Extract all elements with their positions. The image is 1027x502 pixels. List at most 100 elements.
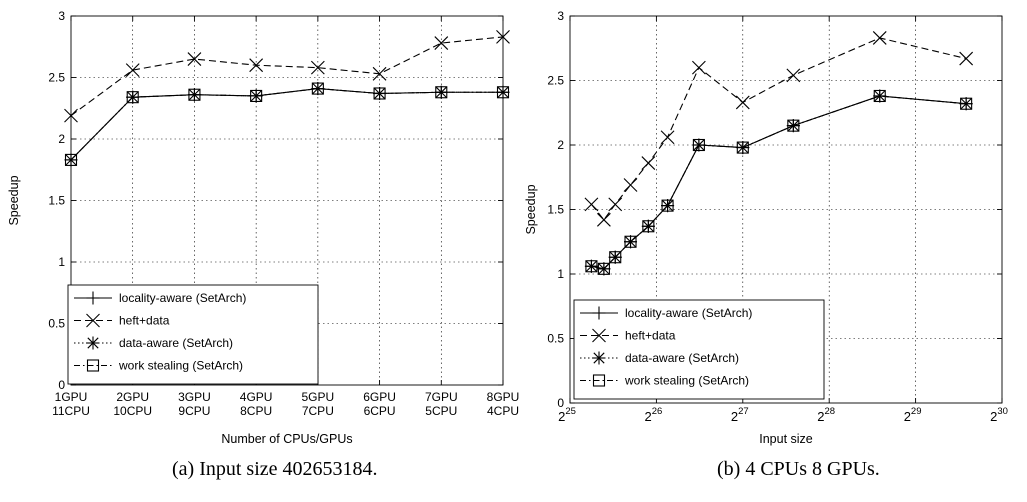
a-legend-label: data-aware (SetArch) xyxy=(119,336,233,350)
a-point-s1-stroke xyxy=(310,60,325,75)
b-point-s3-box xyxy=(609,251,622,264)
b-point-s3-box xyxy=(960,97,973,110)
b-point-s2 xyxy=(692,138,706,152)
b-point-s3 xyxy=(624,235,637,248)
b-point-s1-stroke xyxy=(692,60,706,75)
b-point-s3-box xyxy=(624,235,637,248)
b-xtick-label: 229 xyxy=(904,406,922,424)
b-point-s1-stroke xyxy=(608,197,623,212)
a-point-s1-stroke xyxy=(372,66,387,81)
a-xtick-label: 6CPU xyxy=(364,404,396,418)
a-xtick-label: 10CPU xyxy=(113,404,152,418)
a-point-s3 xyxy=(126,91,139,104)
b-ytick-label: 0.5 xyxy=(547,332,564,346)
caption-b: (b) 4 CPUs 8 GPUs. xyxy=(717,458,880,480)
b-legend-label: heft+data xyxy=(625,329,676,343)
a-series-line-1 xyxy=(70,36,504,117)
b-series-line-1 xyxy=(590,37,967,221)
b-point-s3 xyxy=(661,199,674,212)
a-point-s1-stroke xyxy=(64,108,78,123)
a-series-line-0 xyxy=(70,88,503,161)
a-legend-label: heft+data xyxy=(119,314,170,328)
a-point-s3 xyxy=(373,87,386,100)
b-point-s3-box xyxy=(642,220,655,233)
a-point-s3-box xyxy=(435,86,448,99)
b-point-s1 xyxy=(623,178,638,192)
b-point-s1-stroke xyxy=(623,178,638,192)
a-legend-marker-stroke xyxy=(86,313,100,328)
b-point-s3 xyxy=(960,97,973,110)
b-ytick-label: 3 xyxy=(557,9,564,23)
a-legend-marker xyxy=(86,291,100,305)
b-point-s3 xyxy=(597,262,610,275)
b-point-s3-box xyxy=(585,260,598,273)
a-xtick-label: 7GPU xyxy=(425,390,458,404)
a-xtick-label: 3GPU xyxy=(178,390,211,404)
a-legend-marker xyxy=(86,359,100,372)
a-xtick-label: 2GPU xyxy=(116,390,149,404)
b-xtick-label: 226 xyxy=(644,406,662,424)
a-point-s1-stroke xyxy=(434,36,449,50)
a-xtick-label: 5CPU xyxy=(425,404,457,418)
b-point-s1 xyxy=(692,60,706,75)
b-point-s2 xyxy=(736,141,750,155)
b-point-s1 xyxy=(641,156,656,170)
b-point-s2-stroke xyxy=(585,260,598,272)
b-plot-frame xyxy=(569,15,1003,404)
b-point-s3-box xyxy=(692,138,705,152)
a-point-s1 xyxy=(249,58,264,73)
b-legend-box xyxy=(573,299,825,400)
b-xtick-exponent: 29 xyxy=(911,406,922,417)
a-point-s1-stroke xyxy=(187,52,202,66)
b-point-s3 xyxy=(787,119,800,132)
a-point-s1-stroke xyxy=(249,58,264,73)
a-point-s3-box xyxy=(250,89,263,102)
b-point-s1 xyxy=(959,51,974,66)
a-series-line-2 xyxy=(70,88,503,161)
b-point-s2-stroke xyxy=(693,139,705,151)
b-legend-label: work stealing (SetArch) xyxy=(624,374,749,388)
b-point-s1-stroke xyxy=(597,212,611,227)
b-ytick-label: 2 xyxy=(557,138,564,152)
b-legend-marker-stroke xyxy=(592,328,606,343)
a-xtick-label: 11CPU xyxy=(52,404,90,418)
b-legend-marker xyxy=(592,374,606,387)
b-legend-label: locality-aware (SetArch) xyxy=(625,306,752,320)
b-point-s2-stroke xyxy=(787,120,799,132)
a-point-s3-box xyxy=(64,153,78,166)
a-point-s2 xyxy=(496,85,510,99)
a-point-s2-stroke xyxy=(373,87,386,100)
a-point-s3-box xyxy=(496,86,510,99)
b-point-s1 xyxy=(786,68,801,83)
b-point-s2 xyxy=(786,119,800,133)
b-point-s1 xyxy=(608,197,623,212)
a-legend-label: locality-aware (SetArch) xyxy=(119,291,246,305)
a-point-s1 xyxy=(496,30,510,44)
a-legend-marker-stroke xyxy=(87,337,99,349)
a-xtick-label: 8CPU xyxy=(240,404,272,418)
a-point-s3-box xyxy=(188,88,201,101)
a-ytick-label: 2 xyxy=(58,132,65,146)
b-point-s3 xyxy=(873,89,886,103)
b-legend-marker xyxy=(592,351,606,365)
b-xtick-label: 227 xyxy=(731,406,749,424)
b-legend-marker xyxy=(592,306,606,320)
a-xtick-label: 1GPU xyxy=(55,390,88,404)
a-point-s3-box xyxy=(311,82,324,95)
a-point-s1-stroke xyxy=(125,63,140,78)
a-x-axis-label: Number of CPUs/GPUs xyxy=(221,432,352,446)
a-point-s2-stroke xyxy=(250,90,262,102)
a-xtick-label: 7CPU xyxy=(302,404,334,418)
b-point-s1-stroke xyxy=(786,68,801,83)
b-point-s3-box xyxy=(597,262,610,275)
a-xtick-label: 5GPU xyxy=(302,390,335,404)
b-point-s2 xyxy=(584,259,598,273)
caption-a: (a) Input size 402653184. xyxy=(172,458,378,480)
a-point-s3-box xyxy=(126,91,139,104)
a-legend-marker-box xyxy=(86,359,100,372)
b-point-s3-box xyxy=(787,119,800,132)
b-y-axis-label: Speedup xyxy=(524,184,538,234)
a-point-s1 xyxy=(372,66,387,81)
b-point-s1 xyxy=(660,130,675,145)
